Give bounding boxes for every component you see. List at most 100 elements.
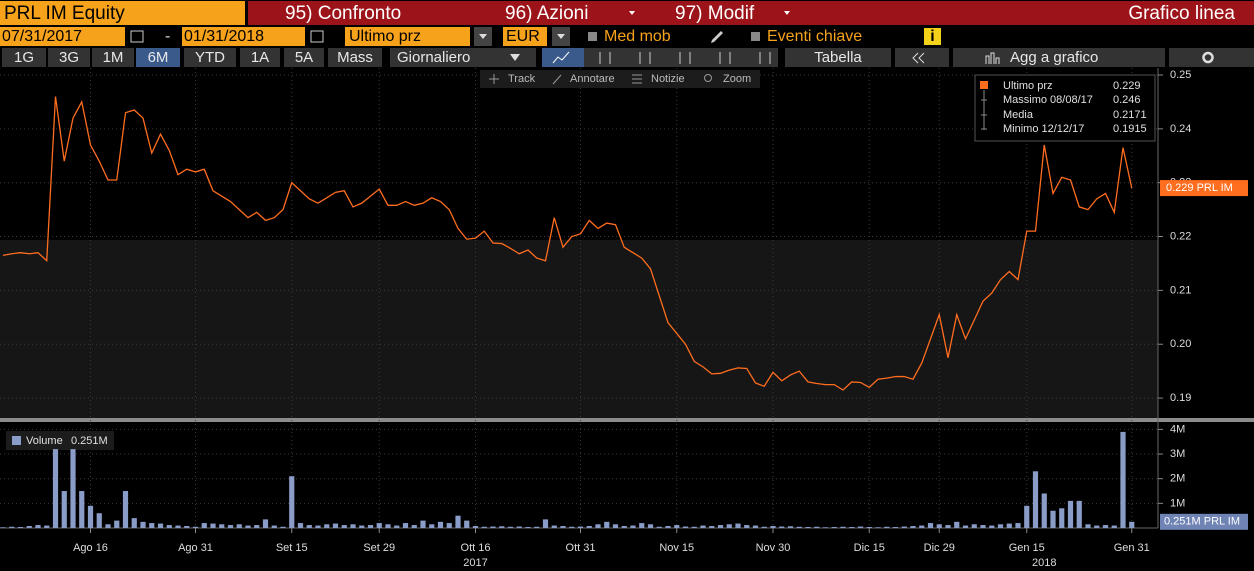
volume-bar — [595, 524, 601, 528]
volume-bar — [814, 526, 820, 528]
volume-bar — [822, 527, 829, 528]
x-tick-label: Nov 30 — [756, 542, 791, 554]
volume-bar — [280, 526, 286, 528]
frequency: Giornaliero — [397, 49, 470, 66]
menu-item[interactable]: 97) Modif — [675, 3, 755, 24]
volume-bar — [420, 520, 426, 528]
volume-bar — [770, 526, 776, 528]
volume-bar — [805, 527, 811, 528]
line-style-button[interactable] — [542, 48, 584, 67]
volume-bar — [114, 520, 120, 528]
legend-label: Media — [1003, 109, 1034, 121]
dropdown-arrow — [784, 11, 790, 15]
tool[interactable]: Annotare — [570, 73, 615, 85]
period-button[interactable] — [184, 48, 236, 67]
legend-value: 0.1915 — [1113, 123, 1147, 135]
volume-bar — [70, 449, 76, 528]
info-button[interactable] — [924, 28, 941, 45]
tool-icons — [489, 74, 642, 85]
volume-bar — [997, 524, 1004, 528]
volume-bar — [656, 526, 662, 528]
view-title: Grafico linea — [1128, 3, 1235, 24]
tool[interactable]: Zoom — [723, 73, 751, 85]
period: Mass — [337, 49, 373, 66]
volume-bar — [96, 513, 102, 528]
price-tag-label: 0.229 PRL IM — [1166, 182, 1233, 194]
volume-bar — [542, 519, 549, 528]
volume-bar — [254, 525, 260, 528]
volume-bar — [901, 526, 907, 528]
checkbox[interactable] — [751, 32, 760, 41]
currency: EUR — [506, 28, 540, 45]
table: Tabella — [814, 49, 862, 66]
calendar-icon[interactable] — [310, 30, 324, 43]
tool[interactable]: Notizie — [651, 73, 685, 85]
volume-bar — [831, 527, 837, 528]
calendar-icon[interactable] — [130, 30, 144, 43]
volume-bar — [560, 526, 566, 528]
x-tick-label: Nov 15 — [659, 542, 694, 554]
field-select[interactable] — [345, 27, 470, 46]
volume-bar — [324, 524, 330, 528]
frequency-select[interactable] — [390, 48, 536, 67]
period: 1G — [14, 49, 34, 66]
volume-bar — [472, 526, 479, 528]
zoom-icon — [704, 74, 712, 82]
end-date: 01/31/2018 — [184, 28, 264, 45]
volume-bar — [525, 527, 531, 528]
volume-bar — [857, 526, 864, 528]
volume-bar — [9, 526, 15, 528]
volume-bar — [919, 525, 925, 528]
volume-bar — [910, 526, 916, 528]
volume-bar — [26, 526, 32, 528]
volume-bar — [954, 521, 960, 528]
legend-label: Minimo 12/12/17 — [1003, 123, 1084, 135]
add-icon — [985, 52, 1000, 64]
checkbox[interactable] — [588, 32, 597, 41]
legend-swatch — [12, 436, 21, 445]
menu-item[interactable]: 95) Confronto — [285, 3, 401, 24]
volume-bar — [892, 527, 899, 528]
add-to-chart: Agg a grafico — [1010, 49, 1098, 66]
add-button[interactable] — [953, 48, 1165, 67]
field: Ultimo prz — [349, 28, 421, 45]
period-button[interactable] — [240, 48, 280, 67]
volume-bar — [787, 526, 794, 528]
tool[interactable]: Track — [508, 73, 536, 85]
ticker-box[interactable] — [0, 1, 245, 25]
date-field[interactable] — [182, 27, 305, 46]
volume-bar — [262, 519, 269, 528]
pencil-icon[interactable] — [711, 31, 723, 43]
table-button[interactable] — [785, 48, 891, 67]
menu-item[interactable]: 96) Azioni — [505, 3, 588, 24]
volume-bar — [761, 526, 767, 528]
style-icons[interactable] — [599, 52, 771, 64]
volume-bar — [446, 523, 452, 528]
period-button[interactable] — [92, 48, 134, 67]
period-button[interactable] — [136, 48, 180, 67]
collapse-button[interactable] — [895, 48, 949, 67]
volume-bar — [44, 525, 50, 528]
period-button[interactable] — [2, 48, 46, 67]
date-field[interactable] — [0, 27, 125, 46]
volume-bar — [630, 525, 636, 528]
volume-bar — [577, 526, 584, 528]
currency-select[interactable] — [503, 27, 547, 46]
volume-bar — [297, 523, 304, 528]
volume-bar — [332, 523, 339, 528]
volume-bar — [79, 491, 85, 528]
period-button[interactable] — [328, 48, 382, 67]
volume-bar — [927, 523, 934, 528]
dropdown-arrow — [629, 11, 635, 15]
volume-bar — [359, 525, 365, 528]
volume-bar — [306, 525, 312, 528]
legend-label: Massimo 08/08/17 — [1003, 94, 1093, 106]
volume-bar — [691, 526, 697, 528]
period-button[interactable] — [48, 48, 90, 67]
volume-bar — [429, 524, 435, 528]
period-button[interactable] — [284, 48, 324, 67]
x-tick-label: Gen 15 — [1009, 542, 1045, 554]
volume-bar — [385, 524, 391, 528]
volume-bar — [490, 526, 496, 528]
volume-bar — [175, 525, 181, 528]
